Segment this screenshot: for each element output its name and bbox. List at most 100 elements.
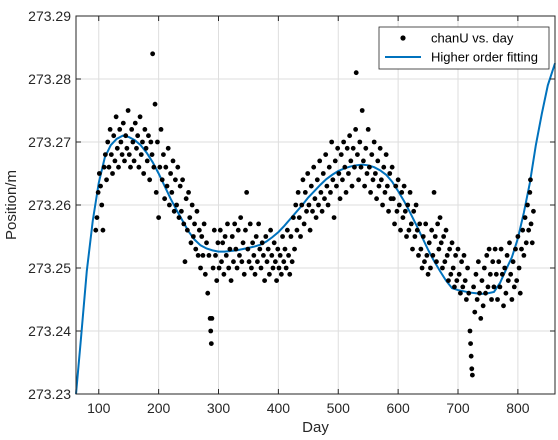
scatter-point xyxy=(460,284,466,290)
scatter-point xyxy=(209,316,215,321)
scatter-point xyxy=(514,278,520,283)
scatter-point xyxy=(472,309,478,315)
scatter-point xyxy=(329,139,335,145)
scatter-point xyxy=(508,271,514,277)
scatter-point xyxy=(386,208,391,214)
scatter-point xyxy=(498,246,504,252)
legend-scatter-marker xyxy=(400,35,406,41)
scatter-point xyxy=(361,158,366,164)
scatter-point xyxy=(162,196,168,202)
scatter-point xyxy=(527,190,533,195)
scatter-point xyxy=(223,253,229,258)
x-tick-label: 700 xyxy=(446,400,470,416)
scatter-point xyxy=(141,171,147,176)
scatter-point xyxy=(234,265,240,271)
scatter-point xyxy=(101,164,107,170)
scatter-point xyxy=(95,190,101,195)
scatter-point xyxy=(394,208,400,214)
scatter-point xyxy=(290,215,296,221)
scatter-point xyxy=(450,265,456,271)
y-tick-label: 273.29 xyxy=(28,8,71,24)
scatter-point xyxy=(167,202,172,208)
scatter-point xyxy=(156,215,162,221)
scatter-point xyxy=(334,183,339,189)
scatter-point xyxy=(341,139,347,145)
scatter-point xyxy=(132,120,138,126)
scatter-point xyxy=(387,171,393,176)
scatter-point xyxy=(420,234,426,239)
scatter-point xyxy=(377,145,383,151)
scatter-point xyxy=(490,259,496,265)
scatter-point xyxy=(356,177,362,183)
scatter-point xyxy=(157,164,163,170)
scatter-points xyxy=(93,51,536,378)
scatter-point xyxy=(189,202,195,208)
scatter-point xyxy=(410,246,415,252)
scatter-point xyxy=(507,240,512,246)
scatter-point xyxy=(114,145,120,151)
scatter-point xyxy=(232,221,238,227)
scatter-point xyxy=(217,227,223,233)
scatter-point xyxy=(184,227,190,233)
scatter-point xyxy=(264,259,270,265)
scatter-point xyxy=(243,227,248,233)
scatter-point xyxy=(440,265,445,271)
scatter-point xyxy=(483,290,488,296)
scatter-point xyxy=(342,164,348,170)
scatter-point xyxy=(511,284,517,290)
scatter-point xyxy=(153,190,159,195)
scatter-point xyxy=(228,278,234,283)
scatter-point xyxy=(147,177,153,183)
scatter-point xyxy=(499,271,505,277)
scatter-point xyxy=(495,297,500,302)
scatter-point xyxy=(312,196,318,202)
scatter-point xyxy=(389,164,395,170)
scatter-point xyxy=(302,190,308,195)
scatter-point xyxy=(340,177,345,183)
scatter-point xyxy=(426,240,432,246)
scatter-point xyxy=(469,372,475,378)
scatter-point xyxy=(402,208,408,214)
scatter-point xyxy=(365,126,371,132)
scatter-point xyxy=(188,240,194,246)
scatter-point xyxy=(129,126,135,132)
scatter-point xyxy=(489,297,494,302)
scatter-point xyxy=(304,208,309,214)
scatter-point xyxy=(277,253,283,258)
scatter-point xyxy=(163,164,169,170)
scatter-point xyxy=(398,227,403,233)
scatter-point xyxy=(449,240,455,246)
scatter-point xyxy=(158,126,164,132)
scatter-point xyxy=(378,177,384,183)
scatter-point xyxy=(249,265,254,271)
scatter-point xyxy=(429,227,435,233)
x-tick-label: 800 xyxy=(506,400,530,416)
scatter-point xyxy=(231,259,236,265)
scatter-point xyxy=(267,271,272,277)
ticks xyxy=(76,15,555,395)
scatter-point xyxy=(194,208,200,214)
scatter-point xyxy=(468,341,473,346)
scatter-point xyxy=(363,145,369,151)
scatter-point xyxy=(102,152,108,158)
scatter-point xyxy=(335,145,341,151)
scatter-point xyxy=(176,215,182,221)
scatter-point xyxy=(319,208,325,214)
scatter-point xyxy=(442,259,448,265)
scatter-point xyxy=(159,177,165,183)
scatter-point xyxy=(100,227,106,233)
scatter-point xyxy=(306,202,312,208)
scatter-point xyxy=(178,208,184,214)
scatter-point xyxy=(104,177,109,183)
scatter-point xyxy=(509,297,515,302)
scatter-point xyxy=(331,215,337,221)
y-tick-label: 273.28 xyxy=(28,71,71,87)
scatter-point xyxy=(143,145,149,151)
scatter-point xyxy=(106,164,112,170)
scatter-point xyxy=(425,271,431,277)
scatter-point xyxy=(411,208,417,214)
scatter-point xyxy=(338,152,344,158)
scatter-point xyxy=(418,246,424,252)
scatter-point xyxy=(305,171,311,176)
scatter-point xyxy=(463,297,469,302)
